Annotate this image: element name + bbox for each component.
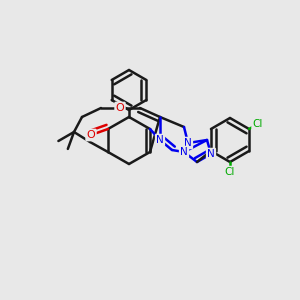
Text: N: N <box>180 147 188 157</box>
Text: N: N <box>156 135 164 145</box>
Text: N: N <box>207 149 215 159</box>
Text: O: O <box>87 130 95 140</box>
Text: Cl: Cl <box>225 167 235 177</box>
Text: Cl: Cl <box>253 119 263 129</box>
Text: O: O <box>116 103 124 113</box>
Text: N: N <box>184 138 192 148</box>
